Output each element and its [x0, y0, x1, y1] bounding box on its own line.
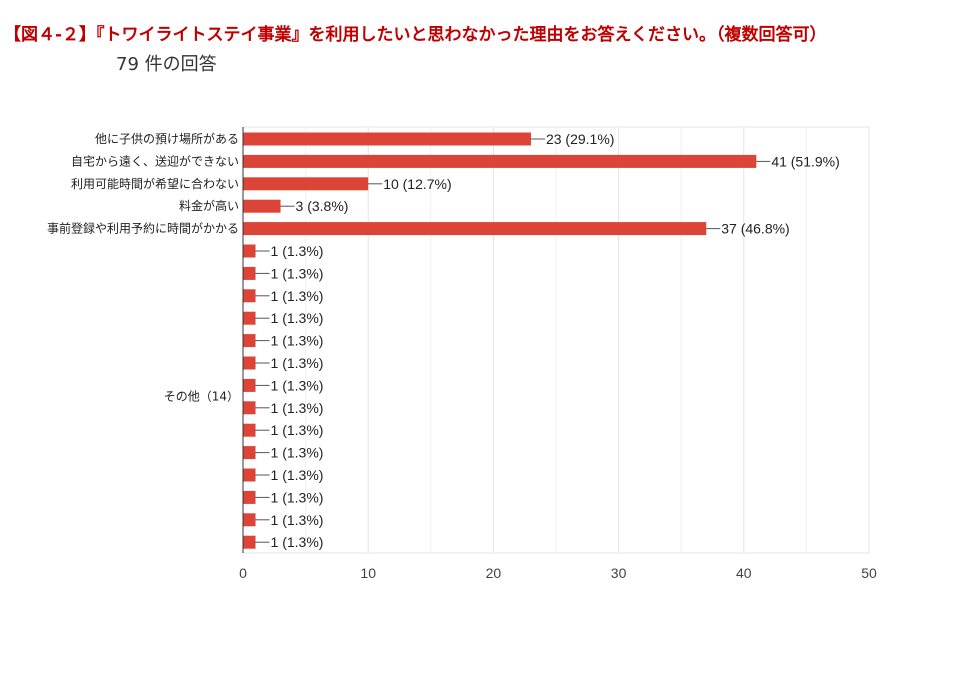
x-tick-label: 50 [861, 565, 877, 581]
value-label: 1 (1.3%) [271, 288, 324, 304]
value-label: 1 (1.3%) [271, 333, 324, 349]
x-tick-label: 0 [239, 565, 247, 581]
value-label: 3 (3.8%) [296, 198, 349, 214]
value-label: 1 (1.3%) [271, 377, 324, 393]
bar [243, 177, 369, 191]
bar [243, 468, 256, 482]
bar [243, 311, 256, 325]
bar [243, 289, 256, 303]
bar [243, 154, 757, 168]
value-label: 1 (1.3%) [271, 512, 324, 528]
bar [243, 334, 256, 348]
bar [243, 132, 531, 146]
value-label: 1 (1.3%) [271, 355, 324, 371]
value-label: 23 (29.1%) [546, 131, 614, 147]
bar [243, 378, 256, 392]
value-label: 1 (1.3%) [271, 400, 324, 416]
bar [243, 401, 256, 415]
bars [243, 132, 757, 549]
labels: 23 (29.1%) 他に子供の預け場所がある 41 (51.9%) 自宅から遠く、送… [47, 131, 840, 550]
category-label: 他に子供の預け場所がある [95, 131, 239, 146]
value-label: 1 (1.3%) [271, 243, 324, 259]
bar [243, 266, 256, 280]
value-label: 37 (46.8%) [721, 221, 789, 237]
bar [243, 446, 256, 460]
value-label: 1 (1.3%) [271, 422, 324, 438]
x-tick-label: 20 [486, 565, 502, 581]
x-tick-label: 30 [611, 565, 627, 581]
value-label: 1 (1.3%) [271, 265, 324, 281]
x-axis: 0 10 20 30 40 50 [239, 127, 877, 581]
bar [243, 535, 256, 549]
bar [243, 423, 256, 437]
category-label: 事前登録や利用予約に時間がかかる [47, 221, 239, 236]
chart-title: 【図４-２】『トワイライトステイ事業』を利用したいと思わなかった理由をお答えくだ… [4, 25, 827, 45]
x-tick-label: 40 [736, 565, 752, 581]
bar [243, 199, 281, 213]
gridlines [242, 126, 870, 554]
value-label: 10 (12.7%) [383, 176, 451, 192]
category-label: 利用可能時間が希望に合わない [71, 176, 239, 191]
value-label: 1 (1.3%) [271, 534, 324, 550]
value-label: 1 (1.3%) [271, 467, 324, 483]
other-group-label: その他（14） [164, 390, 239, 404]
bar [243, 222, 707, 236]
bar [243, 490, 256, 504]
x-tick-label: 10 [360, 565, 376, 581]
bar [243, 356, 256, 370]
value-label: 1 (1.3%) [271, 445, 324, 461]
category-label: 料金が高い [179, 198, 239, 213]
value-label: 41 (51.9%) [771, 153, 839, 169]
value-label: 1 (1.3%) [271, 489, 324, 505]
value-label: 1 (1.3%) [271, 310, 324, 326]
bar [243, 244, 256, 258]
bar [243, 513, 256, 527]
response-count: 79 件の回答 [116, 54, 217, 75]
category-label: 自宅から遠く、送迎ができない [71, 153, 239, 168]
